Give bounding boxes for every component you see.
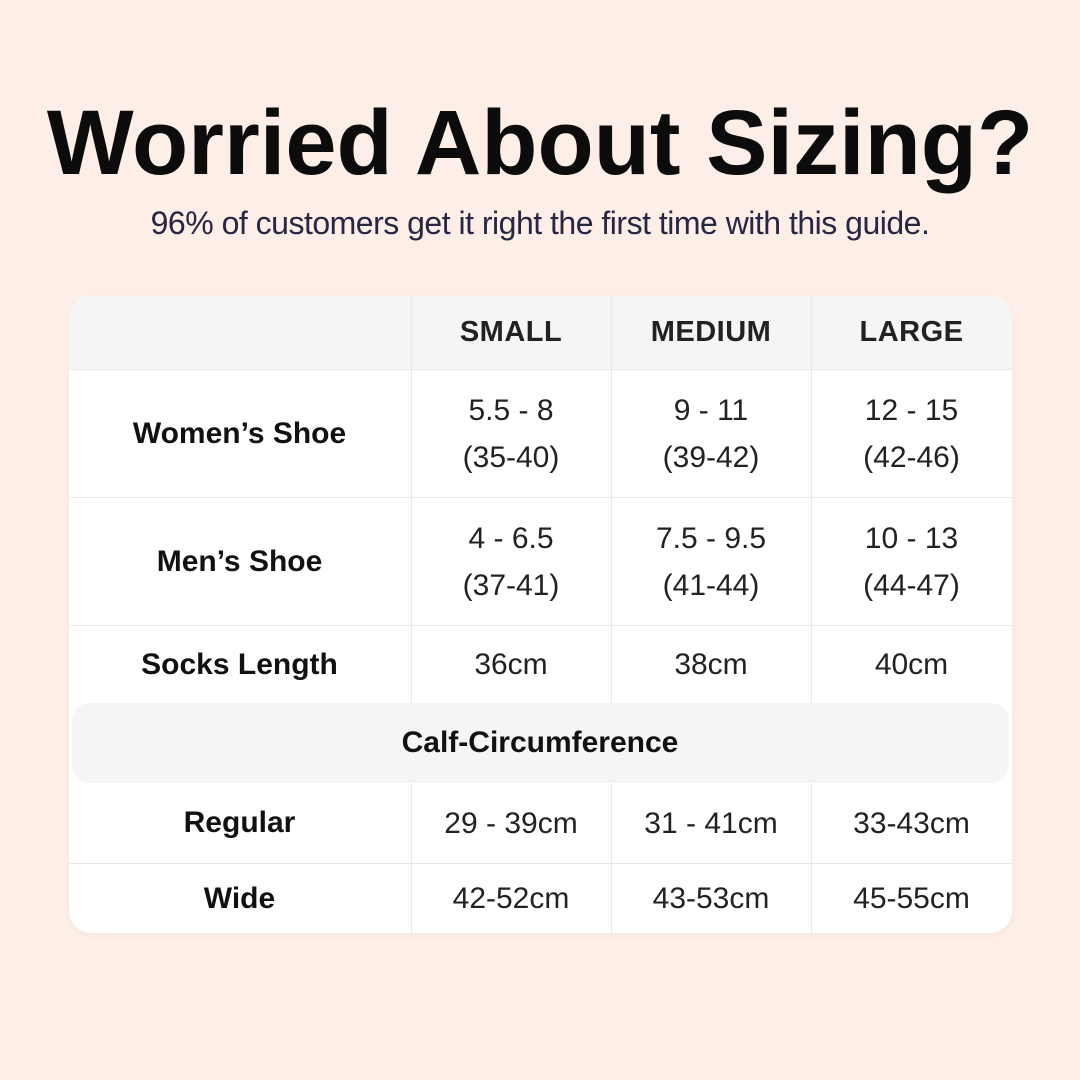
table-row-regular: Regular 29 - 39cm 31 - 41cm 33-43cm <box>69 783 1012 864</box>
corner-cell <box>69 296 412 370</box>
cell-mens-medium: 7.5 - 9.5 (41-44) <box>612 498 812 626</box>
cell-socks-medium: 38cm <box>612 626 812 704</box>
table-row-mens-shoe: Men’s Shoe 4 - 6.5 (37-41) 7.5 - 9.5 (41… <box>68 497 1012 626</box>
cell-regular-small: 29 - 39cm <box>412 783 612 864</box>
cell-regular-medium: 31 - 41cm <box>612 783 812 864</box>
table-row-womens-shoe: Women’s Shoe 5.5 - 8 (35-40) 9 - 11 (39-… <box>68 369 1012 498</box>
column-header-small: SMALL <box>412 296 612 370</box>
cell-socks-large: 40cm <box>874 648 949 682</box>
cell-regular-large: 33-43cm <box>853 806 970 840</box>
cell-womens-medium: 9 - 11 (39-42) <box>612 370 812 498</box>
row-label-wide: Wide <box>69 864 412 934</box>
cell-socks-small: 36cm <box>412 626 612 704</box>
cell-wide-small: 42-52cm <box>412 864 612 934</box>
row-label-regular: Regular <box>69 783 412 864</box>
column-header-medium: MEDIUM <box>612 296 812 370</box>
table-row-wide: Wide 42-52cm 43-53cm 45-55cm <box>68 863 1012 934</box>
cell-mens-large: 10 - 13 (44-47) <box>863 521 960 602</box>
row-label-socks-length: Socks Length <box>69 626 412 704</box>
column-header-large: LARGE <box>859 316 964 349</box>
cell-wide-medium: 43-53cm <box>612 864 812 934</box>
page-title: Worried About Sizing? <box>46 92 1034 194</box>
sizing-guide-page: Worried About Sizing? 96% of customers g… <box>0 92 1080 934</box>
table-header-row: SMALL MEDIUM LARGE <box>68 296 1012 370</box>
cell-womens-large: 12 - 15 (42-46) <box>863 393 960 474</box>
table-row-socks-length: Socks Length 36cm 38cm 40cm <box>68 625 1012 704</box>
cell-mens-small: 4 - 6.5 (37-41) <box>412 498 612 626</box>
row-label-mens-shoe: Men’s Shoe <box>69 498 412 626</box>
row-label-womens-shoe: Women’s Shoe <box>69 370 412 498</box>
cell-wide-large: 45-55cm <box>853 882 970 916</box>
page-subtitle: 96% of customers get it right the first … <box>150 205 930 242</box>
cell-womens-small: 5.5 - 8 (35-40) <box>412 370 612 498</box>
sizing-table: SMALL MEDIUM LARGE Women’s Shoe 5.5 - 8 … <box>68 296 1012 934</box>
section-header-calf-circumference: Calf-Circumference <box>71 703 1009 784</box>
